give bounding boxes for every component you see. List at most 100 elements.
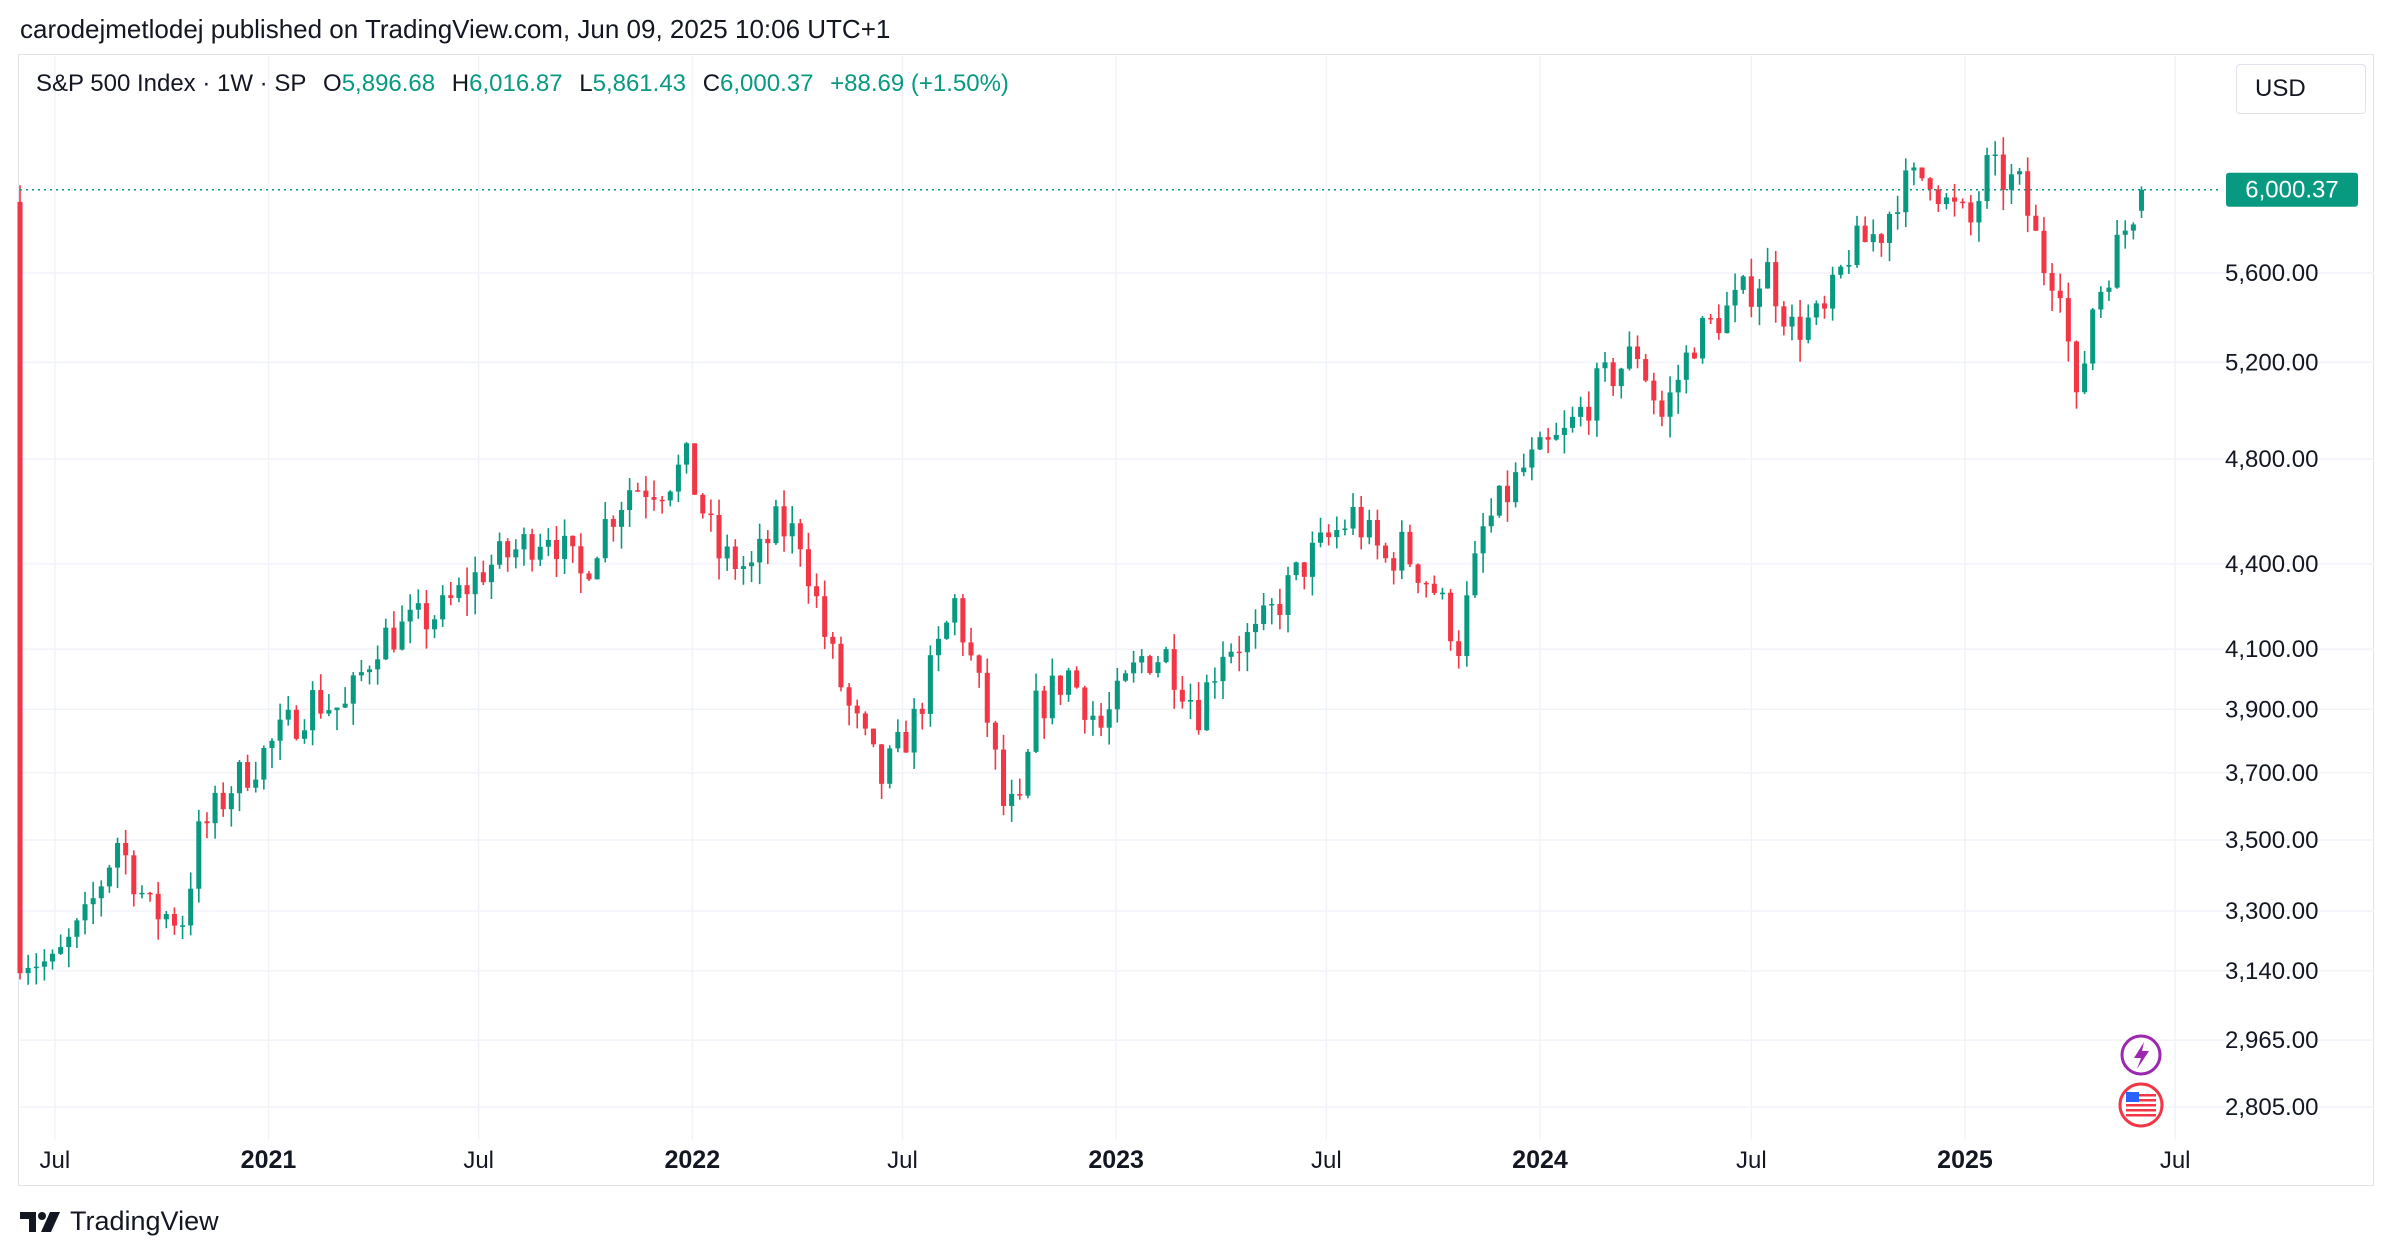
candle-body: [82, 904, 88, 921]
candle-body: [870, 728, 876, 745]
candle-body: [1748, 276, 1754, 307]
candle-body: [708, 513, 714, 516]
candle-body: [1383, 545, 1389, 559]
y-tick-label: 3,700.00: [2225, 760, 2318, 787]
candle-body: [692, 443, 698, 495]
y-tick-label: 5,600.00: [2225, 260, 2318, 287]
candle-body: [480, 572, 486, 583]
candle-body: [1472, 553, 1478, 596]
candle-body: [1407, 531, 1413, 565]
event-icons[interactable]: [2118, 1034, 2164, 1128]
candle-body: [749, 562, 755, 567]
candle-body: [1415, 564, 1421, 583]
candle-body: [1399, 531, 1405, 571]
x-tick-label: Jul: [463, 1147, 494, 1174]
y-tick-label: 3,900.00: [2225, 696, 2318, 723]
candle-body: [927, 655, 933, 714]
candle-body: [903, 731, 909, 753]
candles: [17, 137, 2145, 985]
candle-body: [1643, 359, 1649, 381]
candle-body: [1683, 352, 1689, 380]
candle-body: [1423, 582, 1429, 585]
candle-body: [180, 925, 186, 927]
candle-body: [1610, 362, 1616, 387]
legend-open-label: O: [323, 70, 342, 97]
candle-body: [1691, 352, 1697, 359]
candle-body: [1805, 317, 1811, 340]
x-tick-label: 2023: [1088, 1146, 1144, 1174]
y-tick-label: 4,400.00: [2225, 551, 2318, 578]
candle-body: [1074, 670, 1080, 688]
candle-body: [1342, 528, 1348, 531]
candle-body: [1773, 262, 1779, 307]
candle-body: [1456, 641, 1462, 656]
last-price-label: 6,000.37: [2245, 177, 2338, 204]
candle-body: [1513, 472, 1519, 503]
candle-body: [253, 779, 259, 788]
candle-body: [1529, 449, 1535, 468]
candle-body: [366, 669, 373, 673]
candle-body: [1082, 687, 1088, 720]
candle-body: [1147, 656, 1153, 674]
candle-body: [236, 762, 242, 794]
candle-body: [846, 687, 852, 706]
candle-body: [862, 713, 868, 729]
candle-body: [1992, 154, 1998, 157]
candle-body: [1659, 400, 1665, 417]
candle-body: [1326, 532, 1332, 538]
candle-body: [740, 566, 746, 569]
legend-high-label: H: [451, 70, 470, 97]
candle-body: [610, 519, 616, 527]
x-tick-label: Jul: [1736, 1147, 1767, 1174]
candle-body: [1846, 265, 1852, 267]
candle-body: [106, 867, 112, 887]
candle-body: [992, 722, 998, 750]
candle-body: [935, 638, 942, 656]
candle-body: [1886, 213, 1893, 243]
y-tick-label: 4,800.00: [2225, 446, 2318, 473]
legend-change: +88.69 (+1.50%): [830, 70, 1009, 97]
candle-body: [1569, 416, 1576, 428]
candle-body: [2000, 154, 2006, 190]
candle-body: [1220, 656, 1226, 682]
lightning-icon[interactable]: [2120, 1034, 2162, 1076]
legend-high-value: 6,016.87: [469, 70, 563, 97]
candle-body: [570, 535, 576, 547]
candle-body: [789, 523, 795, 537]
candle-body: [155, 893, 161, 920]
candle-body: [383, 627, 389, 660]
candle-body: [1911, 167, 1917, 171]
us-flag-icon[interactable]: [2118, 1082, 2164, 1128]
candle-body: [1122, 673, 1128, 681]
symbol-legend[interactable]: S&P 500 Index · 1W · SP O5,896.68 H6,016…: [36, 70, 1009, 98]
candle-body: [635, 490, 641, 492]
candle-body: [2090, 309, 2096, 364]
candle-body: [1163, 649, 1169, 663]
candle-body: [1626, 346, 1632, 369]
candle-body: [1285, 575, 1291, 615]
candle-body: [1935, 189, 1941, 205]
candle-body: [188, 888, 194, 926]
candle-body: [2008, 174, 2014, 190]
candle-body: [375, 659, 381, 670]
candle-body: [497, 541, 503, 565]
currency-selector[interactable]: USD: [2236, 64, 2366, 114]
candle-body: [1724, 305, 1730, 334]
legend-open-value: 5,896.68: [341, 70, 436, 97]
candle-body: [822, 596, 828, 637]
candle-body: [1578, 406, 1584, 417]
candle-body: [1927, 178, 1933, 190]
candle-body: [1049, 675, 1055, 719]
last-price-line: 6,000.37: [20, 172, 2358, 207]
candle-body: [1098, 715, 1104, 728]
candle-body: [204, 821, 210, 824]
candle-body: [25, 967, 31, 974]
candle-body: [1708, 317, 1714, 320]
candle-body: [2138, 189, 2145, 211]
tradingview-brand[interactable]: TradingView: [20, 1206, 219, 1237]
candle-body: [773, 506, 779, 544]
candle-body: [627, 490, 633, 510]
candle-body: [261, 747, 267, 780]
candle-body: [2082, 363, 2088, 393]
